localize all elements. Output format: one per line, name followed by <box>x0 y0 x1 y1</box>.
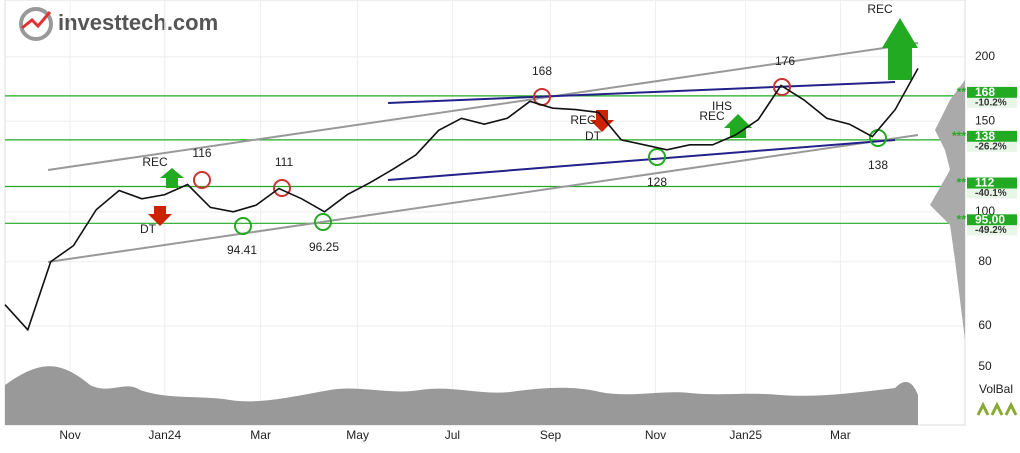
trend-channel <box>47 134 919 263</box>
plot-frame <box>4 0 966 426</box>
y-tick-label: 50 <box>978 359 992 373</box>
annotation: DT <box>140 222 157 236</box>
buy-arrow <box>882 18 918 80</box>
level-tag <box>967 225 1017 236</box>
logo-text: investtech.com <box>58 10 218 35</box>
x-tick-label: May <box>346 428 369 442</box>
level-value: 138 <box>975 129 995 143</box>
level-change: -49.2% <box>975 225 1007 236</box>
top-marker <box>273 179 291 197</box>
logo-icon <box>19 7 53 41</box>
level-value: 112 <box>975 176 995 190</box>
signal-icons <box>148 18 1018 416</box>
x-tick-label: Jan25 <box>729 428 762 442</box>
y-tick-label: 200 <box>975 49 995 63</box>
x-tick-label: Jan24 <box>148 428 181 442</box>
annotation: 138 <box>868 158 888 172</box>
annotation: 111 <box>275 155 294 169</box>
annotation: 176 <box>775 54 795 68</box>
level-tag <box>967 188 1017 199</box>
sell-arrow <box>148 206 172 226</box>
sell-arrow <box>590 110 614 132</box>
annotation: DT <box>585 129 602 143</box>
x-tick-label: Mar <box>830 428 851 442</box>
level-strength: ** <box>957 176 967 190</box>
bottom-marker <box>314 213 332 231</box>
top-marker <box>193 171 211 189</box>
level-value: 168 <box>975 85 995 99</box>
buy-arrow <box>160 168 184 188</box>
annotation: REC <box>142 155 168 169</box>
level-strength: ** <box>957 85 967 99</box>
level-strength: ** <box>957 212 967 226</box>
price-line <box>4 68 919 332</box>
volume-area <box>5 366 918 425</box>
annotation: REC <box>699 109 725 123</box>
annotation: 94.41 <box>227 243 257 257</box>
volume-distribution <box>930 80 965 340</box>
level-tag <box>967 214 1017 226</box>
trend-channel <box>47 42 919 171</box>
annotation: 116 <box>192 146 211 160</box>
volume-label: VolBal <box>979 382 1013 396</box>
level-strength: *** <box>952 129 966 143</box>
trend-line <box>387 139 896 181</box>
annotation: REC <box>570 113 596 127</box>
level-tag <box>967 86 1017 98</box>
level-change: -26.2% <box>975 141 1007 152</box>
level-tag <box>967 97 1017 108</box>
bottom-marker <box>648 148 666 166</box>
x-tick-label: Mar <box>250 428 271 442</box>
logo-icon <box>21 11 52 30</box>
level-value: 95.00 <box>975 212 1005 226</box>
top-marker <box>773 78 791 96</box>
logo: investtech.com <box>19 7 218 41</box>
y-tick-label: 150 <box>975 113 995 127</box>
y-tick-label: 60 <box>978 318 992 332</box>
annotation: 96.25 <box>309 240 339 254</box>
volume-signal <box>976 401 1018 416</box>
x-tick-label: Nov <box>59 428 80 442</box>
annotation: 128 <box>647 175 667 189</box>
x-tick-label: Nov <box>645 428 666 442</box>
level-tag <box>967 130 1017 142</box>
buy-arrow <box>724 114 752 138</box>
x-tick-label: Sep <box>540 428 562 442</box>
level-change: -40.1% <box>975 188 1007 199</box>
level-tag <box>967 177 1017 189</box>
x-tick-label: Jul <box>445 428 460 442</box>
y-tick-label: 80 <box>978 254 992 268</box>
level-change: -10.2% <box>975 98 1007 109</box>
trend-line <box>387 81 896 104</box>
annotation: 168 <box>532 64 552 78</box>
annotation: IHS <box>712 99 732 113</box>
bottom-marker <box>234 217 252 235</box>
level-tag <box>967 141 1017 152</box>
annotation: REC <box>867 2 893 16</box>
